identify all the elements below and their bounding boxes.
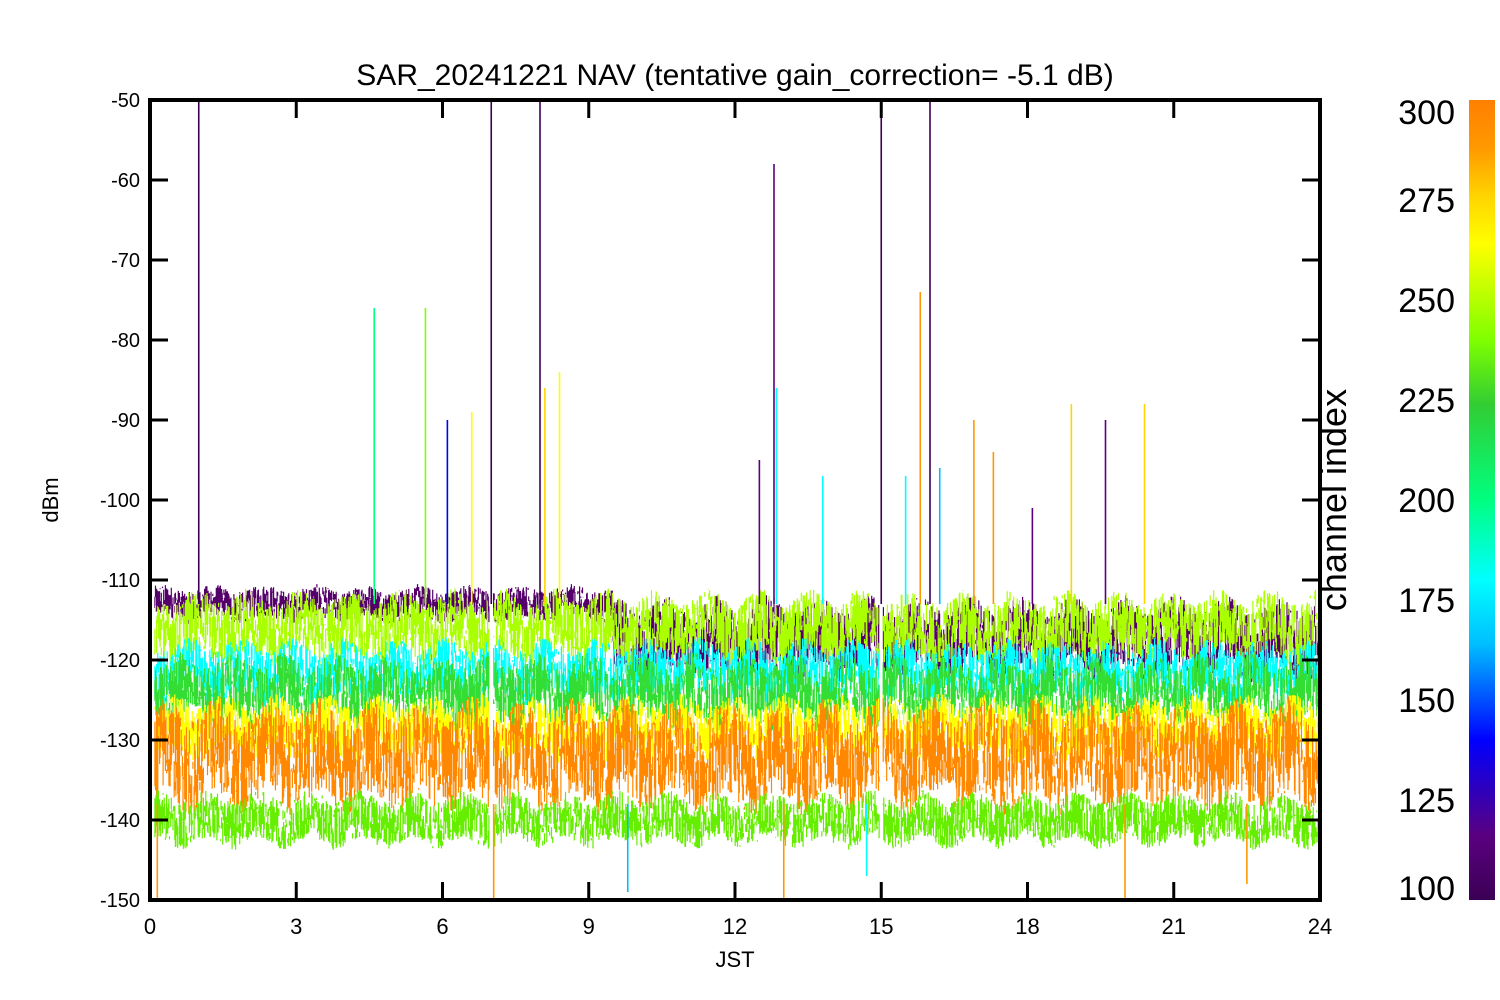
plot-area	[154, 100, 1320, 900]
colorbar-tick-label: 225	[1398, 382, 1455, 420]
colorbar-tick-label: 200	[1398, 482, 1455, 520]
x-tick-label: 12	[723, 914, 747, 939]
y-tick-label: -120	[100, 650, 140, 672]
y-axis-label: dBm	[38, 477, 63, 522]
y-tick-label: -130	[100, 730, 140, 752]
chart-title: SAR_20241221 NAV (tentative gain_correct…	[356, 59, 1113, 92]
x-tick-label: 15	[869, 914, 893, 939]
y-tick-label: -140	[100, 810, 140, 832]
y-tick-label: -150	[100, 890, 140, 912]
colorbar-tick-label: 175	[1398, 582, 1455, 620]
colorbar-tick-label: 275	[1398, 182, 1455, 220]
colorbar-tick-label: 100	[1398, 870, 1455, 908]
x-axis-label: JST	[715, 947, 754, 972]
colorbar-ticks: 300 275 250 225 200 175 150 125 100	[1398, 94, 1455, 908]
x-tick-label: 21	[1162, 914, 1186, 939]
x-tick-label: 3	[290, 914, 302, 939]
series-290-6	[154, 696, 1320, 816]
x-tick-label: 9	[583, 914, 595, 939]
x-axis: 0 3 6 9 12 15 18 21 24	[144, 100, 1332, 939]
colorbar-tick-label: 150	[1398, 682, 1455, 720]
x-tick-label: 24	[1308, 914, 1332, 939]
x-tick-label: 6	[436, 914, 448, 939]
y-tick-label: -50	[111, 90, 140, 112]
y-tick-label: -100	[100, 490, 140, 512]
colorbar-label: channel index	[1313, 389, 1354, 611]
y-axis: -50 -60 -70 -80 -90 -100 -110 -120 -130 -140 -150	[100, 90, 1320, 912]
y-tick-label: -110	[101, 570, 140, 592]
y-tick-label: -80	[111, 330, 140, 352]
y-tick-label: -90	[111, 410, 140, 432]
y-tick-label: -60	[111, 170, 140, 192]
y-tick-label: -70	[111, 250, 140, 272]
x-tick-label: 18	[1015, 914, 1039, 939]
colorbar-tick-label: 300	[1398, 94, 1455, 132]
colorbar: 300 275 250 225 200 175 150 125 100 channel inde…	[1313, 94, 1495, 908]
series-240-7	[154, 790, 1320, 850]
colorbar-gradient	[1469, 100, 1495, 900]
colorbar-tick-label: 250	[1398, 282, 1455, 320]
colorbar-tick-label: 125	[1398, 782, 1455, 820]
x-tick-label: 0	[144, 914, 156, 939]
